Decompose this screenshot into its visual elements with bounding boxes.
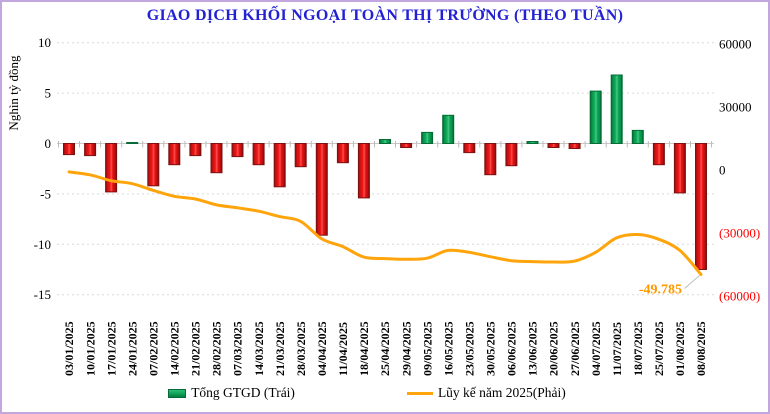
bar <box>610 74 623 144</box>
x-axis-label: 10/01/2025 <box>83 321 97 376</box>
bar <box>695 143 707 270</box>
svg-text:0: 0 <box>45 136 52 151</box>
bar <box>189 143 202 157</box>
bar <box>252 143 265 166</box>
bar <box>463 143 476 154</box>
x-axis-label: 25/07/2025 <box>652 321 666 376</box>
chart-legend: Tổng GTGD (Trái) Lũy kế năm 2025(Phải) <box>2 385 750 401</box>
x-axis-label: 06/06/2025 <box>505 321 519 376</box>
bar <box>589 90 602 144</box>
x-axis-label: 11/04/2025 <box>336 322 350 376</box>
left-axis-ticks: 10 5 0 -5 -10 -15 <box>34 35 51 302</box>
bar <box>484 143 497 176</box>
x-axis-label: 14/02/2025 <box>168 321 182 376</box>
x-axis-label: 18/04/2025 <box>357 321 371 376</box>
x-axis-label: 16/05/2025 <box>441 321 455 376</box>
x-axis-label: 04/07/2025 <box>589 321 603 376</box>
x-axis-label: 04/04/2025 <box>315 321 329 376</box>
x-axis-label: 03/01/2025 <box>62 321 76 376</box>
x-axis-label: 28/03/2025 <box>294 321 308 376</box>
svg-text:0: 0 <box>719 163 726 178</box>
x-axis-label: 21/02/2025 <box>189 321 203 376</box>
bar <box>315 143 328 236</box>
x-axis-label: 14/03/2025 <box>252 321 266 376</box>
x-axis-label: 24/01/2025 <box>125 321 139 376</box>
bar <box>379 139 391 144</box>
svg-text:-15: -15 <box>34 287 51 302</box>
bar <box>673 143 686 194</box>
bar <box>505 143 518 167</box>
svg-text:(30000): (30000) <box>719 226 760 241</box>
bar <box>105 143 118 193</box>
bar <box>336 143 349 164</box>
svg-text:(60000): (60000) <box>719 289 760 304</box>
bar <box>547 143 560 148</box>
x-axis-label: 20/06/2025 <box>547 321 561 376</box>
bar-series-swatch-icon <box>168 388 187 398</box>
bar <box>126 142 139 144</box>
x-axis-label: 07/02/2025 <box>147 321 161 376</box>
x-axis-label: 30/05/2025 <box>484 321 498 376</box>
bar <box>84 143 97 157</box>
x-axis-label: 17/01/2025 <box>104 321 118 376</box>
bar-series <box>63 74 707 270</box>
bar <box>421 131 434 144</box>
x-axis-label: 25/04/2025 <box>378 321 392 376</box>
bar <box>294 143 307 168</box>
legend-label-bar-series: Tổng GTGD (Trái) <box>191 385 295 400</box>
x-axis-label: 18/07/2025 <box>631 321 645 376</box>
bar <box>568 143 581 149</box>
x-axis-label: 11/07/2025 <box>610 322 624 376</box>
bar <box>231 143 244 158</box>
svg-text:-5: -5 <box>40 186 51 201</box>
right-axis-ticks: 60000 30000 0 (30000) (60000) <box>719 37 760 304</box>
x-axis-label: 01/08/2025 <box>673 321 687 376</box>
bar <box>357 143 370 199</box>
x-axis-label: 29/04/2025 <box>399 321 413 376</box>
x-axis-labels: 03/01/2025 10/01/2025 17/01/2025 24/01/2025… <box>62 321 708 376</box>
bar <box>63 143 75 156</box>
legend-label-line-series: Lũy kế năm 2025(Phải) <box>437 385 566 400</box>
x-axis-label: 21/03/2025 <box>273 321 287 376</box>
bar <box>273 143 286 188</box>
bar <box>168 143 181 166</box>
svg-text:30000: 30000 <box>719 100 752 115</box>
svg-text:60000: 60000 <box>719 37 752 52</box>
bar <box>400 143 413 148</box>
x-axis-label: 13/06/2025 <box>526 321 540 376</box>
bar <box>652 143 665 166</box>
x-axis-label: 07/03/2025 <box>231 321 245 376</box>
legend-item-line-series: Lũy kế năm 2025(Phải) <box>406 385 566 401</box>
bar <box>147 143 160 187</box>
svg-text:5: 5 <box>45 86 52 101</box>
svg-text:10: 10 <box>38 35 51 50</box>
svg-text:-10: -10 <box>34 237 51 252</box>
x-axis-label: 28/02/2025 <box>210 321 224 376</box>
bar <box>631 129 644 144</box>
x-axis-label: 09/05/2025 <box>420 321 434 376</box>
cumulative-line <box>67 170 703 276</box>
bar <box>526 141 539 144</box>
legend-item-bar-series: Tổng GTGD (Trái) <box>168 385 295 401</box>
line-series-swatch-icon <box>406 391 433 395</box>
annotation-last-value: -49.785 <box>639 283 682 298</box>
foreign-trading-combo-chart: -49.785 10 5 0 -5 -10 -15 60000 30000 0 (30000) (60… <box>6 35 760 376</box>
bar <box>442 114 455 145</box>
x-axis-label: 08/08/2025 <box>694 321 708 376</box>
chart-title: GIAO DỊCH KHỐI NGOẠI TOÀN THỊ TRƯỜNG (TH… <box>146 7 624 24</box>
bar <box>210 143 223 174</box>
x-axis-label: 27/06/2025 <box>568 321 582 376</box>
x-axis-label: 23/05/2025 <box>463 321 477 376</box>
annotation-leader-line <box>684 275 700 289</box>
left-axis-title: Nghìn tỷ đồng <box>6 55 21 131</box>
